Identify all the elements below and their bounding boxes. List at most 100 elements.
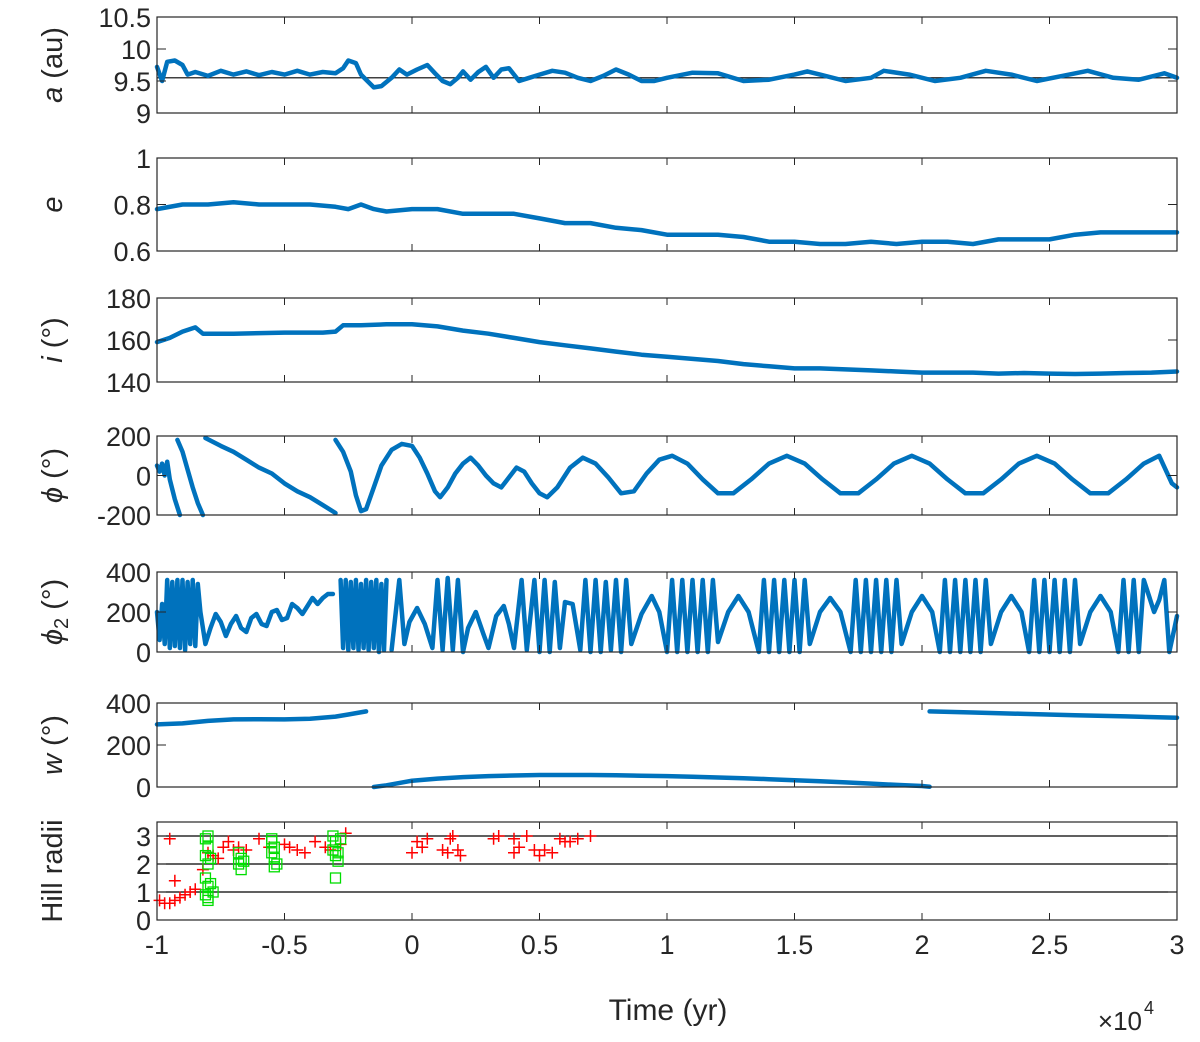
series-line-e-0	[154, 199, 1180, 247]
close-encounter-plus-marker	[411, 835, 424, 848]
close-encounter-plus-marker	[487, 832, 500, 845]
panel-background	[157, 436, 1177, 515]
panel-background	[157, 822, 1177, 920]
close-encounter-plus-marker	[253, 832, 265, 845]
close-encounter-plus-marker	[508, 846, 520, 859]
x-tick-label: 0	[404, 930, 419, 960]
y-tick-label: 1	[136, 144, 151, 174]
series-line-phi2-0	[154, 577, 336, 653]
y-tick-label: 3	[136, 822, 151, 852]
y-tick-label: 400	[106, 558, 151, 588]
close-encounter-square-marker	[334, 833, 347, 845]
series-line-phi2-1	[338, 577, 389, 655]
close-encounter-plus-marker	[584, 830, 597, 842]
close-encounter-plus-marker	[508, 832, 520, 845]
y-tick-label: 200	[106, 731, 151, 761]
x-tick-label: 1	[659, 930, 674, 960]
x-tick-label: -0.5	[261, 930, 308, 960]
x-axis-label: Time (yr)	[609, 994, 728, 1027]
panel-i: 140 160 180 i (°)	[37, 284, 1180, 398]
close-encounter-plus-marker	[163, 897, 176, 910]
series-line-phi2-2	[389, 575, 1180, 655]
y-axis-label-unit: (°)	[37, 715, 69, 754]
close-encounter-square-marker	[204, 877, 217, 890]
close-encounter-square-marker	[199, 833, 212, 845]
series-line-phi-1	[175, 437, 206, 518]
panel-background	[157, 298, 1177, 382]
close-encounter-plus-marker	[533, 849, 546, 862]
close-encounter-plus-marker	[298, 846, 311, 859]
y-axis-label-symbol: Hill radii	[37, 819, 69, 922]
close-encounter-square-marker	[204, 852, 217, 865]
y-axis-label-symbol: a	[37, 87, 69, 103]
y-tick-label: 0	[136, 462, 151, 492]
y-axis-label-symbol: ϕ	[37, 487, 69, 503]
y-tick-label: 160	[106, 326, 151, 356]
close-encounter-plus-marker	[454, 849, 467, 862]
close-encounter-plus-marker	[222, 835, 235, 848]
close-encounter-square-marker	[332, 847, 344, 859]
close-encounter-plus-marker	[309, 835, 322, 848]
series-line-w-0	[154, 709, 369, 727]
close-encounter-plus-marker	[163, 832, 176, 845]
close-encounter-square-marker	[271, 858, 283, 870]
close-encounter-plus-marker	[520, 830, 533, 842]
close-encounter-plus-marker	[212, 852, 225, 865]
close-encounter-plus-marker	[528, 844, 541, 856]
y-tick-label: 0	[136, 773, 151, 803]
close-encounter-plus-marker	[291, 844, 304, 856]
y-tick-label: 180	[106, 284, 151, 314]
x-exponent-power: 4	[1144, 998, 1154, 1018]
x-exponent-label: ×10	[1098, 1006, 1142, 1036]
close-encounter-square-marker	[268, 861, 280, 873]
series-line-i-0	[154, 322, 1180, 377]
close-encounter-square-marker	[238, 855, 250, 867]
y-tick-label: 0	[136, 638, 151, 668]
y-tick-label: -200	[97, 501, 151, 531]
y-tick-label: 200	[106, 598, 151, 628]
y-tick-label: 10	[121, 35, 151, 65]
close-encounter-plus-marker	[513, 841, 526, 854]
y-axis-label-unit: (°)	[37, 448, 69, 487]
close-encounter-plus-marker	[446, 830, 459, 842]
close-encounter-plus-marker	[319, 841, 332, 854]
y-axis-label-phi2: ϕ2 (°)	[37, 579, 73, 645]
close-encounter-square-marker	[202, 841, 214, 853]
y-axis-label-phi: ϕ (°)	[37, 448, 69, 503]
panel-phi2: 0 200 400 ϕ2 (°)	[37, 558, 1180, 668]
close-encounter-square-marker	[202, 830, 214, 842]
series-line-phi-3	[333, 437, 1180, 514]
y-axis-label-subscript: 2	[51, 618, 73, 629]
close-encounter-plus-marker	[217, 841, 230, 854]
y-tick-label: 2	[136, 850, 151, 880]
x-tick-label: -1	[145, 930, 169, 960]
y-axis-label-symbol: ϕ	[37, 629, 69, 645]
y-axis-label-a: a (au)	[37, 27, 69, 103]
y-tick-label: 0.6	[113, 237, 151, 267]
close-encounter-plus-marker	[444, 832, 457, 845]
y-tick-label: 0	[136, 906, 151, 936]
close-encounter-plus-marker	[564, 835, 577, 848]
y-axis-label-unit: (au)	[37, 27, 69, 87]
y-axis-label-e: e	[37, 196, 69, 212]
close-encounter-square-marker	[332, 855, 344, 867]
series-line-phi-0	[154, 459, 183, 518]
y-tick-label: 0.8	[113, 191, 151, 221]
close-encounter-plus-marker	[436, 844, 449, 856]
y-axis-label-symbol: e	[37, 196, 69, 212]
y-tick-label: 200	[106, 422, 151, 452]
close-encounter-plus-marker	[451, 844, 464, 856]
close-encounter-square-marker	[235, 863, 247, 876]
close-encounter-plus-marker	[184, 886, 197, 898]
close-encounter-plus-marker	[441, 846, 454, 859]
panel-w: 0 200 400 w (°)	[37, 689, 1180, 803]
panel-e: 0.6 0.8 1 e	[37, 144, 1180, 267]
close-encounter-plus-marker	[416, 841, 429, 854]
x-tick-label: 2	[914, 930, 929, 960]
series-line-a-0	[154, 58, 1180, 90]
y-axis-label-symbol: w	[37, 752, 69, 775]
y-tick-label: 1	[136, 878, 151, 908]
close-encounter-plus-marker	[492, 830, 505, 842]
panel-background	[157, 17, 1177, 113]
